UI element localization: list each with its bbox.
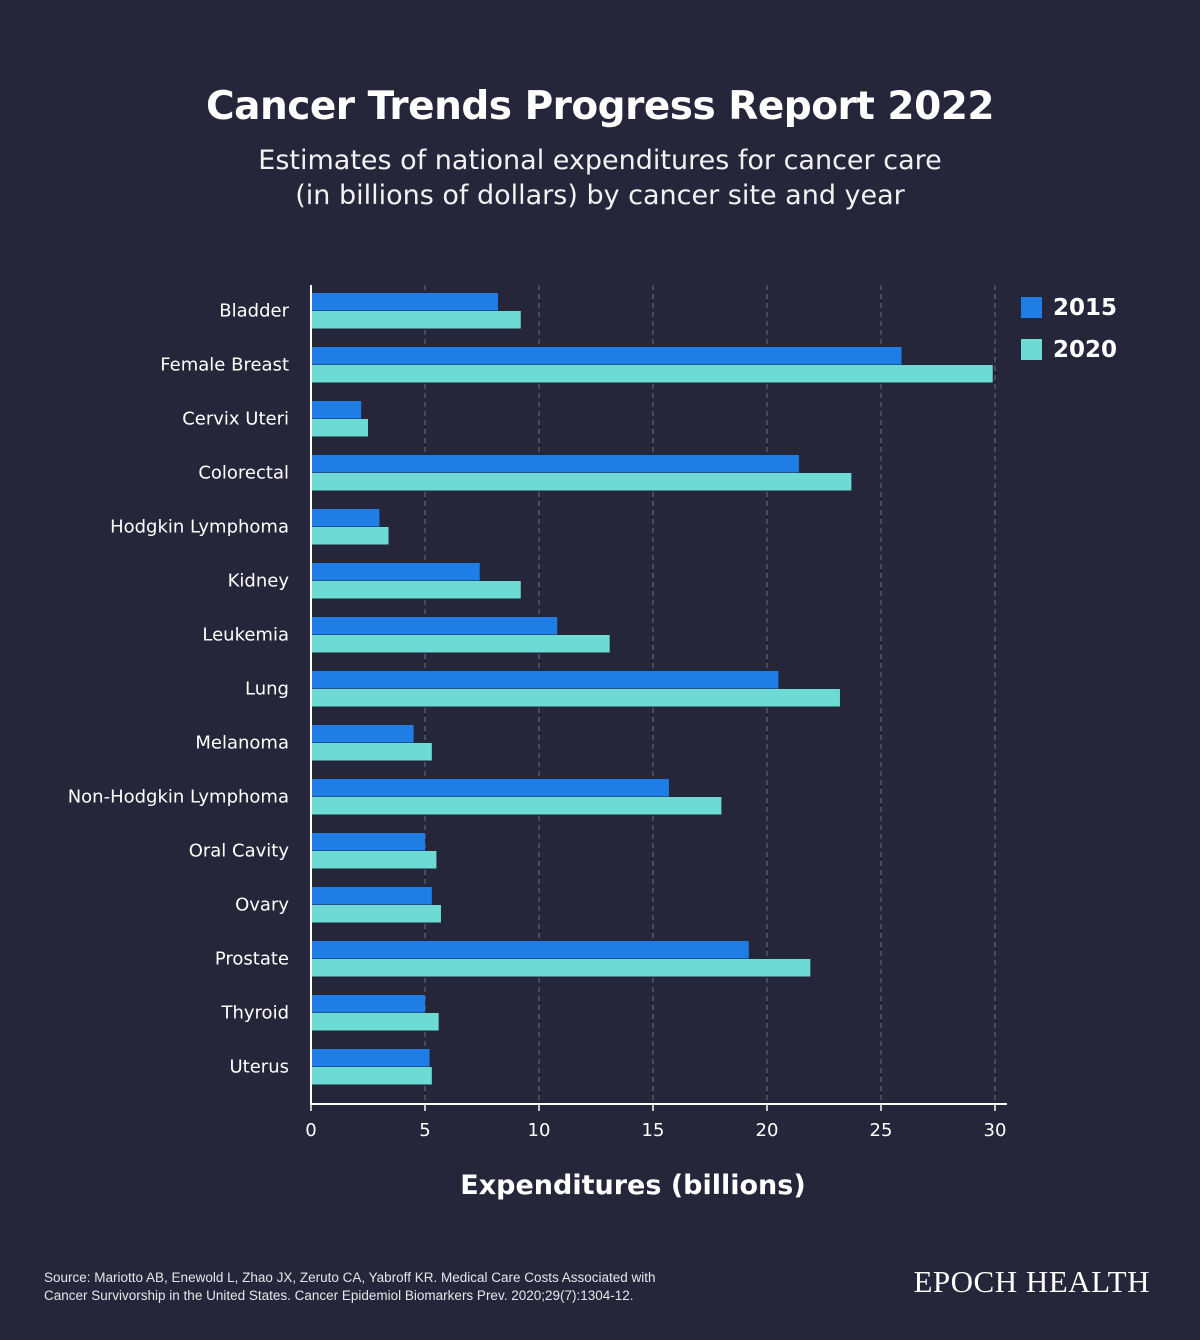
bar-2015: [311, 293, 498, 311]
x-tick-label: 0: [305, 1120, 316, 1141]
category-label: Leukemia: [202, 625, 289, 646]
x-axis-label: Expenditures (billions): [460, 1170, 805, 1201]
x-ticks: 0 5 10 15 20 25 30: [305, 1104, 1006, 1141]
bar-2020: [311, 959, 811, 977]
chart-subtitle: Estimates of national expenditures for c…: [0, 143, 1200, 213]
legend-swatch-2015: [1021, 297, 1042, 318]
category-label: Prostate: [215, 949, 289, 970]
bar-2020: [311, 311, 521, 329]
bar-2020: [311, 851, 437, 869]
bar-2015: [311, 347, 902, 365]
chart-title: Cancer Trends Progress Report 2022: [206, 84, 994, 129]
bar-2015: [311, 401, 362, 419]
legend-swatch-2020: [1021, 339, 1042, 360]
bar-2020: [311, 1067, 432, 1085]
category-label: Colorectal: [198, 463, 289, 484]
bar-2015: [311, 779, 669, 797]
category-label: Ovary: [235, 895, 289, 916]
category-label: Cervix Uteri: [182, 409, 289, 430]
legend: 2015 2020: [1021, 295, 1117, 363]
bar-2015: [311, 455, 799, 473]
brand-logo: EPOCH HEALTH: [913, 1264, 1150, 1299]
bar-2020: [311, 419, 368, 437]
x-tick-label: 20: [756, 1120, 779, 1141]
bar-2020: [311, 689, 840, 707]
bar-2020: [311, 635, 610, 653]
category-label: Thyroid: [221, 1003, 290, 1024]
category-label: Kidney: [228, 571, 290, 592]
category-label: Hodgkin Lymphoma: [110, 517, 289, 538]
source-line-1: Source: Mariotto AB, Enewold L, Zhao JX,…: [44, 1270, 656, 1285]
bar-2020: [311, 905, 441, 923]
bar-2015: [311, 833, 425, 851]
bar-2015: [311, 509, 380, 527]
category-label: Oral Cavity: [189, 841, 290, 862]
bar-2015: [311, 725, 414, 743]
subtitle-line-1: Estimates of national expenditures for c…: [258, 145, 942, 176]
bar-2020: [311, 797, 722, 815]
bar-2015: [311, 671, 779, 689]
x-tick-label: 5: [419, 1120, 430, 1141]
legend-label-2015: 2015: [1053, 295, 1117, 321]
bar-2020: [311, 743, 432, 761]
category-label: Female Breast: [160, 355, 289, 376]
subtitle-line-2: (in billions of dollars) by cancer site …: [295, 180, 905, 211]
bars: [311, 293, 993, 1085]
bar-2020: [311, 365, 993, 383]
bar-2015: [311, 563, 480, 581]
bar-2015: [311, 995, 425, 1013]
category-label: Bladder: [219, 301, 289, 322]
category-labels: Bladder Female Breast Cervix Uteri Colorect…: [68, 301, 290, 1078]
bar-2020: [311, 473, 852, 491]
bar-2020: [311, 527, 389, 545]
source-citation: Source: Mariotto AB, Enewold L, Zhao JX,…: [44, 1269, 656, 1305]
bar-2020: [311, 1013, 439, 1031]
x-tick-label: 30: [984, 1120, 1007, 1141]
bar-2020: [311, 581, 521, 599]
category-label: Non-Hodgkin Lymphoma: [68, 787, 289, 808]
x-tick-label: 25: [870, 1120, 893, 1141]
category-label: Lung: [245, 679, 289, 700]
bar-2015: [311, 941, 749, 959]
bar-chart: Bladder Female Breast Cervix Uteri Colorect…: [68, 285, 1117, 1201]
category-label: Melanoma: [195, 733, 289, 754]
bar-2015: [311, 1049, 430, 1067]
x-tick-label: 15: [642, 1120, 665, 1141]
bar-2015: [311, 617, 558, 635]
category-label: Uterus: [230, 1057, 290, 1078]
source-line-2: Cancer Survivorship in the United States…: [44, 1288, 634, 1303]
bar-2015: [311, 887, 432, 905]
legend-label-2020: 2020: [1053, 337, 1117, 363]
x-tick-label: 10: [528, 1120, 551, 1141]
